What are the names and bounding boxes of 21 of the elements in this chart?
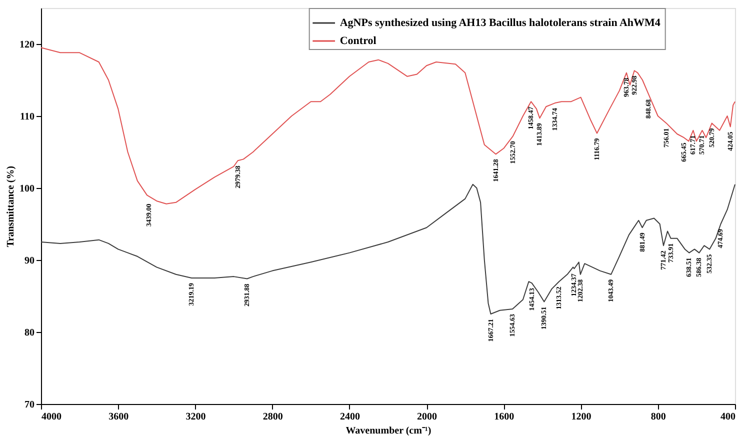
x-tick-label: 2000 — [417, 412, 438, 422]
y-tick-label: 110 — [20, 112, 34, 122]
x-tick-label: 800 — [650, 412, 666, 422]
y-tick-label: 100 — [20, 184, 34, 194]
x-tick-label: 400 — [720, 412, 736, 422]
line-series — [40, 47, 736, 204]
x-tick-label: 1200 — [571, 412, 592, 422]
x-tick-label: 3200 — [186, 412, 206, 422]
x-axis-title: Wavenumber (cm⁻¹) — [346, 426, 432, 436]
x-tick-label: 2400 — [340, 412, 360, 422]
y-axis-title: Transmittance (%) — [6, 166, 16, 248]
y-tick-label: 70 — [24, 400, 34, 410]
x-tick-label: 3600 — [108, 412, 129, 422]
x-tick-label: 2800 — [262, 412, 283, 422]
x-tick-label: 1600 — [494, 412, 514, 422]
legend-label: AgNPs synthesized using AH13 Bacillus halotolerans strain AhWM4 — [340, 17, 661, 29]
legend-label: Control — [340, 35, 376, 47]
y-tick-label: 80 — [24, 328, 34, 338]
x-tick-label: 4000 — [42, 412, 62, 422]
y-tick-label: 120 — [20, 40, 34, 50]
y-tick-label: 90 — [24, 256, 34, 266]
